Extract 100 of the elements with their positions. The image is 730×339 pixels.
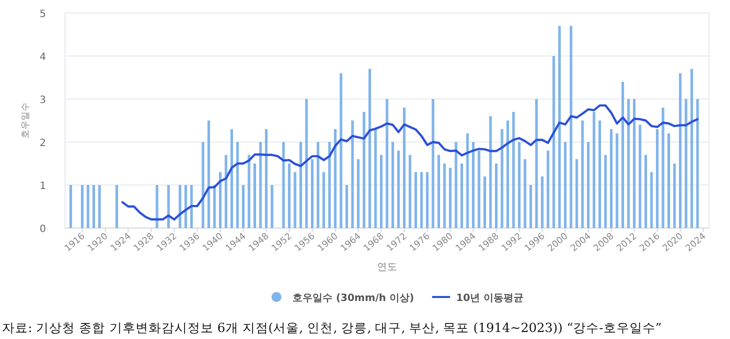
bar: [98, 185, 101, 228]
bar: [259, 142, 262, 228]
bar: [213, 185, 216, 228]
bar: [374, 129, 377, 228]
y-tick-label: 3: [40, 95, 46, 106]
bar: [86, 185, 90, 228]
bar: [564, 142, 567, 228]
y-axis-title: 호우일수: [21, 102, 31, 138]
bar: [391, 142, 394, 228]
bar: [178, 185, 182, 228]
bar: [581, 120, 584, 228]
bar: [69, 185, 72, 228]
bar: [310, 159, 314, 228]
bar: [552, 56, 556, 228]
bar: [362, 112, 366, 228]
bar: [472, 142, 475, 228]
bar: [478, 150, 480, 228]
bar: [638, 124, 642, 228]
y-tick-label: 1: [40, 181, 46, 192]
bar: [305, 99, 308, 228]
legend-label: 호우일수 (30mm/h 이상): [292, 293, 414, 304]
x-axis-title: 연도: [377, 262, 397, 273]
bar: [264, 129, 268, 228]
bar: [248, 154, 250, 228]
bar: [592, 112, 596, 228]
bar: [288, 164, 291, 228]
bar: [678, 73, 682, 228]
bar: [270, 185, 274, 228]
y-tick-label: 4: [40, 52, 46, 63]
bar: [512, 112, 515, 228]
bar: [627, 99, 630, 228]
bar: [432, 99, 434, 228]
bar: [190, 185, 193, 228]
bar: [489, 116, 492, 228]
bar: [437, 154, 440, 228]
bar: [684, 99, 688, 228]
y-tick-label: 2: [40, 138, 46, 149]
bar: [575, 159, 578, 228]
bar: [408, 154, 412, 228]
bar: [351, 120, 354, 228]
bar: [598, 120, 602, 228]
bar: [673, 164, 676, 228]
bar: [500, 129, 504, 228]
bar: [535, 99, 538, 228]
bar: [299, 142, 302, 228]
bar: [253, 164, 256, 228]
bar: [386, 99, 388, 228]
bar: [518, 142, 521, 228]
bar: [454, 142, 458, 228]
legend-label: 10년 이동평균: [456, 293, 524, 304]
bar: [294, 172, 296, 228]
bar: [483, 176, 486, 228]
bar: [644, 154, 648, 228]
bar: [667, 133, 670, 228]
bar: [80, 185, 84, 228]
bar: [662, 108, 664, 228]
bar: [696, 99, 699, 228]
bar: [345, 185, 348, 228]
bar: [218, 172, 222, 228]
bar: [443, 164, 446, 228]
bar: [92, 185, 96, 228]
bar: [570, 26, 572, 228]
bar: [632, 99, 636, 228]
y-tick-label: 5: [40, 9, 46, 20]
bar: [506, 120, 510, 228]
bar: [184, 185, 188, 228]
bar: [397, 150, 400, 228]
bar: [656, 129, 659, 228]
bar: [402, 108, 406, 228]
annotation: 자료: 기상청 종합 기후변화감시정보 6개 지점(서울, 인천, 강릉, 대구, 부산, 목포 (1914~2023)) “강수-호우일수”: [2, 320, 662, 335]
bar: [328, 142, 331, 228]
bar: [610, 129, 613, 228]
bar: [586, 142, 590, 228]
bar: [426, 172, 429, 228]
bar: [156, 185, 158, 228]
bar: [334, 129, 337, 228]
bar: [316, 142, 320, 228]
bar: [529, 185, 532, 228]
bar: [322, 172, 326, 228]
bar: [448, 168, 452, 228]
bar: [524, 159, 526, 228]
bar: [207, 120, 210, 228]
bar: [202, 142, 204, 228]
bar: [650, 172, 653, 228]
bar: [230, 129, 234, 228]
bar: [242, 185, 245, 228]
bar: [616, 133, 618, 228]
bar: [604, 154, 607, 228]
bar: [282, 142, 285, 228]
bar: [690, 68, 694, 228]
bar: [167, 185, 170, 228]
bar: [621, 82, 624, 228]
bar: [460, 164, 464, 228]
bar: [540, 176, 544, 228]
bar: [420, 172, 423, 228]
bar: [224, 154, 228, 228]
bar: [494, 164, 498, 228]
bar: [546, 150, 550, 228]
bar: [368, 68, 372, 228]
bar: [466, 133, 469, 228]
